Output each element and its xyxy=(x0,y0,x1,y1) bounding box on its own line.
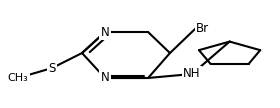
Text: S: S xyxy=(48,62,56,75)
Text: N: N xyxy=(101,26,109,39)
Text: NH: NH xyxy=(183,68,201,80)
Text: N: N xyxy=(101,71,109,84)
Text: Br: Br xyxy=(196,22,209,35)
Text: CH₃: CH₃ xyxy=(8,73,28,83)
